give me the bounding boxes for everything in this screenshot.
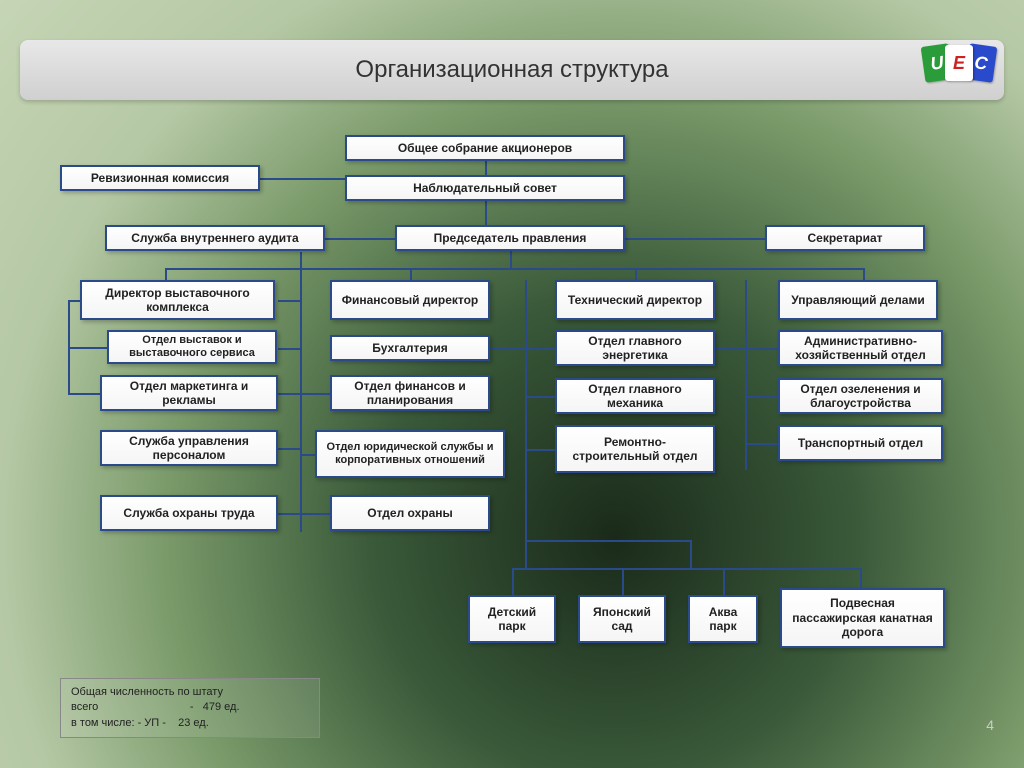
org-node-accounting: Бухгалтерия — [330, 335, 490, 361]
connector-line — [300, 513, 330, 515]
connector-line — [745, 348, 778, 350]
connector-line — [278, 300, 300, 302]
connector-line — [68, 393, 100, 395]
connector-line — [622, 568, 624, 595]
org-node-supervisory: Наблюдательный совет — [345, 175, 625, 201]
org-node-revision: Ревизионная комиссия — [60, 165, 260, 191]
connector-line — [745, 443, 778, 445]
connector-line — [745, 280, 747, 470]
connector-line — [690, 540, 692, 568]
org-node-marketing: Отдел маркетинга и рекламы — [100, 375, 278, 411]
connector-line — [300, 454, 315, 456]
org-node-chairman: Председатель правления — [395, 225, 625, 251]
connector-line — [325, 238, 395, 240]
connector-line — [300, 252, 302, 532]
org-node-jp_garden: Японский сад — [578, 595, 666, 643]
connector-line — [490, 348, 525, 350]
connector-line — [863, 268, 865, 280]
org-node-landscaping: Отдел озеленения и благоустройства — [778, 378, 943, 414]
connector-line — [512, 568, 862, 570]
title-bar: Организационная структура — [20, 40, 1004, 100]
connector-line — [165, 268, 865, 270]
org-node-fin_dir: Финансовый директор — [330, 280, 490, 320]
connector-line — [68, 347, 107, 349]
org-node-hr: Служба управления персоналом — [100, 430, 278, 466]
connector-line — [278, 348, 300, 350]
connector-line — [715, 348, 745, 350]
connector-line — [300, 393, 330, 395]
page-number: 4 — [986, 717, 994, 733]
connector-line — [525, 396, 555, 398]
connector-line — [625, 238, 765, 240]
org-node-secretariat: Секретариат — [765, 225, 925, 251]
org-node-shareholders: Общее собрание акционеров — [345, 135, 625, 161]
org-node-cable: Подвесная пассажирская канатная дорога — [780, 588, 945, 648]
connector-line — [512, 568, 514, 595]
connector-line — [165, 268, 167, 280]
org-node-audit: Служба внутреннего аудита — [105, 225, 325, 251]
footer-line: всего - 479 ед. — [71, 700, 309, 715]
org-node-repair: Ремонтно-строительный отдел — [555, 425, 715, 473]
footer-line: Общая численность по штату — [71, 685, 309, 700]
org-node-security: Отдел охраны — [330, 495, 490, 531]
org-node-tech_dir: Технический директор — [555, 280, 715, 320]
org-node-admin: Административно-хозяйственный отдел — [778, 330, 943, 366]
connector-line — [525, 540, 692, 542]
connector-line — [278, 448, 300, 450]
connector-line — [485, 161, 487, 175]
org-node-legal: Отдел юридической службы и корпоративных… — [315, 430, 505, 478]
org-node-kids_park: Детский парк — [468, 595, 556, 643]
footer-stats: Общая численность по штату всего - 479 е… — [60, 678, 320, 738]
connector-line — [525, 348, 555, 350]
connector-line — [745, 396, 778, 398]
footer-line: в том числе: - УП - 23 ед. — [71, 716, 309, 731]
logo: UEC — [923, 45, 989, 81]
org-node-exhib_dept: Отдел выставок и выставочного сервиса — [107, 330, 277, 364]
org-node-safety: Служба охраны труда — [100, 495, 278, 531]
org-node-energy: Отдел главного энергетика — [555, 330, 715, 366]
connector-line — [260, 178, 345, 180]
connector-line — [485, 201, 487, 225]
connector-line — [278, 393, 300, 395]
logo-card: E — [945, 45, 973, 81]
org-node-aqua: Аква парк — [688, 595, 758, 643]
page-title: Организационная структура — [355, 56, 668, 84]
connector-line — [278, 513, 300, 515]
connector-line — [860, 568, 862, 588]
connector-line — [525, 449, 555, 451]
org-node-exhib_dir: Директор выставочного комплекса — [80, 280, 275, 320]
connector-line — [635, 268, 637, 280]
org-node-mechanic: Отдел главного механика — [555, 378, 715, 414]
org-node-transport: Транспортный отдел — [778, 425, 943, 461]
org-node-fin_plan: Отдел финансов и планирования — [330, 375, 490, 411]
connector-line — [723, 568, 725, 595]
connector-line — [525, 280, 527, 570]
connector-line — [410, 268, 412, 280]
org-node-mgmt_dir: Управляющий делами — [778, 280, 938, 320]
